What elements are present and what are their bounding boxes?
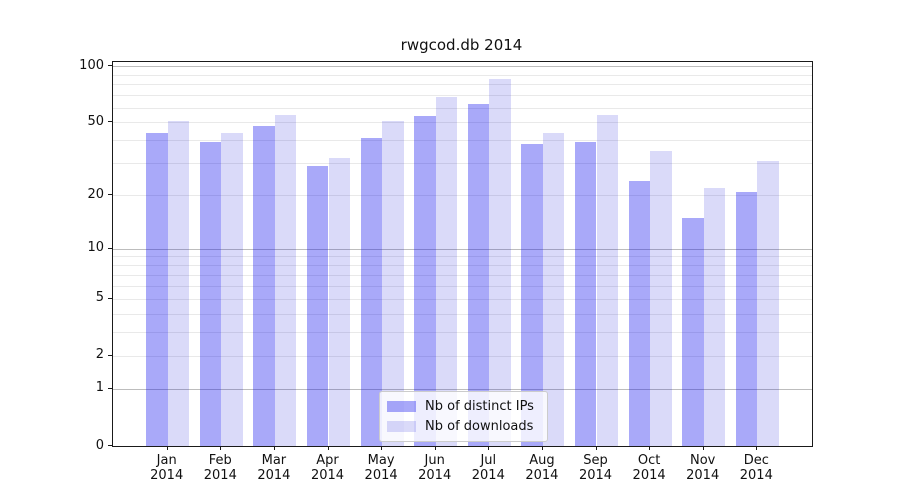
y-tick-2 — [108, 354, 112, 356]
y-tick-0 — [108, 445, 112, 446]
gridline-minor-80 — [113, 84, 812, 86]
x-tick-label-dec: Dec 2014 — [739, 453, 773, 483]
y-tick-50 — [108, 121, 112, 123]
gridline-minor-4 — [113, 313, 812, 315]
bar-distinct-ips-jan — [146, 132, 168, 446]
bar-distinct-ips-dec — [735, 191, 758, 446]
y-tick-label-5: 5 — [95, 290, 104, 305]
gridline-major-1 — [113, 388, 812, 390]
y-tick-label-2: 2 — [95, 347, 104, 363]
legend-item-distinct-ips: Nb of distinct IPs — [387, 399, 539, 414]
bar-downloads-mar — [274, 114, 297, 446]
bar-downloads-oct — [650, 151, 672, 446]
legend-label-downloads: Nb of downloads — [425, 419, 534, 434]
bar-downloads-may — [382, 120, 404, 446]
y-tick-1 — [108, 387, 112, 389]
bar-distinct-ips-nov — [682, 217, 704, 446]
x-tick-label-feb: Feb 2014 — [203, 453, 237, 483]
bar-distinct-ips-jun — [414, 116, 436, 446]
y-tick-5 — [108, 297, 112, 299]
bar-downloads-jan — [167, 120, 190, 446]
x-tick-label-oct: Oct 2014 — [632, 453, 666, 483]
bar-downloads-apr — [328, 158, 351, 446]
bar-distinct-ips-oct — [628, 181, 651, 446]
x-tick-apr — [327, 446, 329, 450]
gridline-minor-5 — [113, 298, 812, 300]
x-tick-dec — [756, 446, 758, 450]
gridline-minor-6 — [113, 285, 812, 287]
x-tick-label-sep: Sep 2014 — [578, 453, 613, 483]
x-tick-label-mar: Mar 2014 — [257, 453, 291, 483]
legend-swatch-downloads — [387, 421, 416, 432]
x-tick-label-jun: Jun 2014 — [418, 453, 452, 483]
x-tick-jul — [488, 446, 490, 450]
x-tick-aug — [541, 446, 543, 450]
x-tick-feb — [220, 446, 222, 450]
y-tick-label-0: 0 — [95, 437, 104, 453]
legend-swatch-distinct-ips — [387, 401, 416, 412]
y-tick-label-1: 1 — [95, 380, 104, 396]
bar-downloads-aug — [542, 132, 565, 446]
x-tick-label-nov: Nov 2014 — [686, 453, 720, 483]
bar-downloads-sep — [596, 114, 619, 446]
legend-label-distinct-ips: Nb of distinct IPs — [425, 399, 534, 414]
y-tick-label-100: 100 — [79, 57, 104, 73]
x-tick-label-apr: Apr 2014 — [310, 453, 345, 483]
plot-area: Nb of distinct IPs Nb of downloads — [112, 61, 813, 447]
bar-distinct-ips-aug — [521, 144, 543, 446]
bar-distinct-ips-sep — [574, 142, 597, 446]
x-tick-mar — [273, 446, 275, 450]
bar-downloads-nov — [703, 187, 726, 446]
gridline-minor-2 — [113, 355, 812, 357]
x-tick-label-aug: Aug 2014 — [525, 453, 559, 483]
y-tick-20 — [108, 194, 112, 196]
bar-distinct-ips-may — [360, 138, 383, 446]
gridline-minor-60 — [113, 107, 812, 109]
y-tick-10 — [108, 247, 112, 249]
gridline-minor-3 — [113, 331, 812, 333]
bar-downloads-feb — [221, 132, 243, 446]
chart-title: rwgcod.db 2014 — [400, 36, 523, 54]
gridline-minor-9 — [113, 256, 812, 258]
bar-downloads-dec — [757, 160, 779, 446]
x-tick-label-jul: Jul 2014 — [471, 453, 505, 483]
y-tick-label-20: 20 — [87, 186, 104, 202]
y-tick-label-10: 10 — [87, 240, 104, 256]
bar-distinct-ips-apr — [306, 166, 329, 446]
gridline-major-100 — [113, 66, 812, 67]
legend: Nb of distinct IPs Nb of downloads — [379, 391, 548, 442]
gridline-minor-7 — [113, 274, 812, 276]
gridline-major-10 — [113, 248, 812, 250]
gridline-minor-70 — [113, 95, 812, 97]
x-tick-label-jan: Jan 2014 — [150, 453, 184, 483]
x-tick-jan — [166, 446, 168, 450]
x-tick-sep — [595, 446, 597, 450]
gridline-minor-40 — [113, 140, 812, 142]
x-tick-label-may: May 2014 — [364, 453, 398, 483]
y-tick-100 — [108, 65, 112, 66]
legend-item-downloads: Nb of downloads — [387, 419, 539, 434]
bar-downloads-jun — [435, 97, 458, 446]
gridline-minor-20 — [113, 195, 812, 197]
bar-distinct-ips-mar — [253, 125, 275, 446]
gridline-minor-30 — [113, 163, 812, 165]
gridline-minor-8 — [113, 265, 812, 267]
x-tick-oct — [649, 446, 651, 450]
x-tick-may — [381, 446, 383, 450]
gridline-minor-50 — [113, 122, 812, 124]
bar-distinct-ips-jul — [467, 103, 490, 446]
x-tick-nov — [702, 446, 704, 450]
gridline-minor-90 — [113, 74, 812, 76]
x-tick-jun — [434, 446, 436, 450]
bar-distinct-ips-feb — [199, 142, 222, 446]
bar-downloads-jul — [489, 79, 511, 446]
y-tick-label-50: 50 — [87, 113, 104, 129]
